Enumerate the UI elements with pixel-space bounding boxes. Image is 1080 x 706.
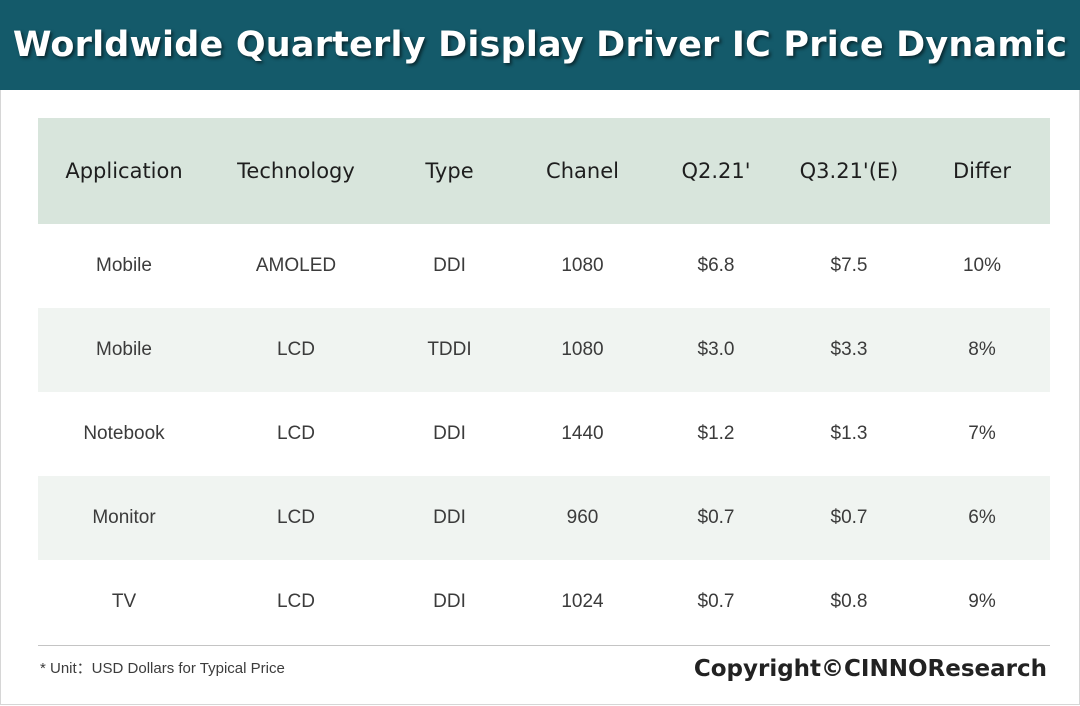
header-row: Application Technology Type Chanel Q2.21… [38,118,1050,224]
cell-q3-price: $7.5 [830,255,868,276]
cell-differ: 9% [968,591,996,612]
col-header-chanel: Chanel [546,159,619,183]
footer-divider [38,645,1050,646]
cell-chanel: 1440 [561,423,604,444]
cell-q2-price: $0.7 [697,591,735,612]
table-row: Monitor LCD DDI 960 $0.7 $0.7 6% [38,476,1050,560]
cell-chanel: 960 [566,507,599,528]
cell-q2-price: $1.2 [697,423,735,444]
cell-technology: LCD [276,507,315,528]
price-table: Application Technology Type Chanel Q2.21… [38,118,1050,644]
cell-differ: 6% [968,507,996,528]
cell-q2-price: $3.0 [697,339,735,360]
cell-q3-price: $3.3 [830,339,868,360]
col-header-technology: Technology [237,159,355,183]
cell-technology: LCD [276,339,315,360]
cell-q2-price: $0.7 [697,507,735,528]
title-banner: Worldwide Quarterly Display Driver IC Pr… [0,0,1080,90]
cell-q3-price: $1.3 [830,423,868,444]
col-header-differ: Differ [952,159,1012,183]
table-row: Mobile LCD TDDI 1080 $3.0 $3.3 8% [38,308,1050,392]
cell-q3-price: $0.7 [830,507,868,528]
cell-differ: 10% [962,255,1002,276]
cell-q3-price: $0.8 [830,591,868,612]
cell-type: DDI [433,423,466,444]
cell-technology: AMOLED [255,255,337,276]
col-header-type: Type [425,159,474,183]
cell-technology: LCD [276,423,315,444]
cell-application: Mobile [96,255,152,276]
cell-application: Notebook [83,423,165,444]
cell-application: TV [111,591,137,612]
cell-chanel: 1080 [561,339,604,360]
table-row: Notebook LCD DDI 1440 $1.2 $1.3 7% [38,392,1050,476]
cell-type: TDDI [427,339,472,360]
col-header-application: Application [65,159,183,183]
table-row: Mobile AMOLED DDI 1080 $6.8 $7.5 10% [38,224,1050,308]
cell-type: DDI [433,507,466,528]
cell-technology: LCD [276,591,315,612]
cell-differ: 7% [968,423,996,444]
cell-application: Monitor [92,507,156,528]
cell-type: DDI [433,591,466,612]
chart-title: Worldwide Quarterly Display Driver IC Pr… [12,25,1068,65]
unit-footnote: * Unit：USD Dollars for Typical Price [40,660,285,677]
cell-application: Mobile [96,339,152,360]
copyright-notice: Copyright©CINNOResearch [693,656,1047,682]
col-header-q2-21: Q2.21' [681,159,751,183]
col-header-q3-21e: Q3.21'(E) [799,159,899,183]
cell-chanel: 1024 [561,591,604,612]
cell-chanel: 1080 [561,255,604,276]
cell-type: DDI [433,255,466,276]
table-row: TV LCD DDI 1024 $0.7 $0.8 9% [38,560,1050,644]
cell-q2-price: $6.8 [697,255,735,276]
cell-differ: 8% [968,339,996,360]
